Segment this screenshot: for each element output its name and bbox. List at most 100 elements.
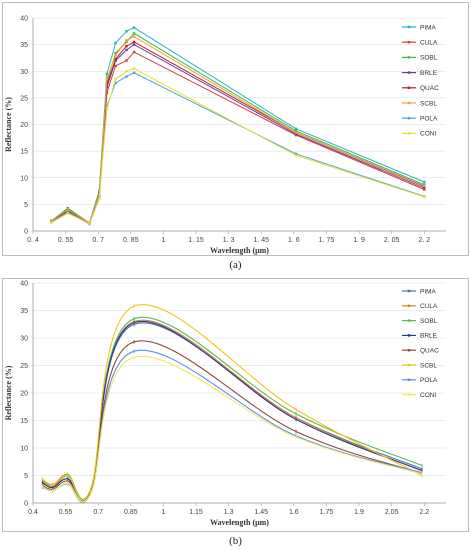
legend-marker — [407, 86, 411, 89]
x-tick-label: 0.7 — [93, 509, 103, 516]
series-scbl — [50, 35, 426, 225]
data-point — [125, 45, 128, 48]
x-tick-label: 0. 85 — [123, 237, 139, 244]
legend-label: PIMA — [420, 24, 437, 31]
y-tick-label: 40 — [20, 16, 28, 23]
legend-marker — [407, 378, 411, 381]
chart-a: 0 5 10 15 20 25 30 35 40 0. 4 0. 55 0. 7 0. 85 1 1. 15… — [4, 16, 446, 255]
series-coni — [50, 67, 426, 225]
legend-marker — [407, 304, 411, 307]
data-point — [423, 186, 426, 190]
series-pima — [41, 322, 423, 503]
data-point — [105, 107, 109, 110]
series-line — [51, 27, 425, 224]
x-tick-label: 1. 9 — [353, 237, 365, 244]
legend-label: POLA — [420, 116, 438, 123]
legend-label: BRLE — [420, 333, 438, 340]
y-tick-label: 25 — [20, 95, 28, 102]
y-tick-label: 5 — [24, 473, 28, 480]
x-tick-label: 1. 15 — [188, 237, 204, 244]
data-point — [105, 78, 109, 81]
data-point — [114, 51, 117, 55]
x-axis-title: Wavelength (μm) — [210, 246, 269, 255]
caption-b: (b) — [229, 535, 242, 547]
x-axis-title: Wavelength (μm) — [210, 518, 269, 527]
series-line — [51, 36, 425, 224]
series-line — [42, 320, 423, 502]
legend-label: SOBL — [420, 318, 438, 325]
series-line — [41, 303, 423, 501]
data-point — [114, 81, 117, 85]
x-tick-label: 1.15 — [189, 509, 203, 516]
y-tick-label: 15 — [20, 149, 28, 156]
series-line — [42, 355, 423, 503]
data-point — [114, 41, 117, 45]
y-tick-label: 15 — [20, 418, 28, 425]
legend-marker — [407, 393, 411, 396]
legend-marker — [407, 101, 411, 105]
series-brle — [50, 43, 426, 225]
x-tick-label: 2.2 — [419, 509, 429, 516]
chart-panel-a: 0 5 10 15 20 25 30 35 40 0. 4 0. 55 0. 7 0. 85 1 1. 15… — [2, 2, 469, 271]
x-tick-label: 1.6 — [289, 509, 299, 516]
y-tick-label: 30 — [20, 69, 28, 76]
chart-frame-a — [2, 2, 469, 256]
data-point — [125, 39, 128, 42]
data-point — [132, 26, 136, 29]
x-tick-label: 1.45 — [254, 509, 268, 516]
data-point — [125, 40, 128, 44]
legend-marker — [407, 41, 411, 44]
data-point — [294, 154, 298, 157]
series-line — [51, 32, 425, 224]
y-tick-label: 25 — [20, 363, 28, 370]
series-pima — [50, 26, 426, 225]
data-point — [423, 184, 426, 187]
legend-label: PIMA — [420, 288, 437, 295]
x-tick-label: 0. 4 — [27, 237, 39, 244]
series-sobl — [50, 32, 426, 225]
x-tick-label: 0. 55 — [58, 237, 74, 244]
data-point — [125, 48, 128, 52]
legend-marker — [407, 289, 411, 293]
data-point — [98, 197, 101, 201]
x-tick-label: 1. 3 — [223, 237, 235, 244]
legend-label: BRLE — [420, 70, 438, 77]
legend-label: SCBL — [420, 362, 437, 369]
series-line — [51, 41, 425, 224]
y-tick-label: 10 — [20, 446, 28, 453]
x-tick-label: 1. 45 — [253, 237, 269, 244]
x-tick-label: 0.85 — [124, 509, 138, 516]
data-point — [132, 32, 136, 35]
data-point — [294, 152, 298, 155]
data-point — [132, 43, 136, 46]
x-tick-label: 0.4 — [28, 509, 38, 516]
y-tick-label: 35 — [20, 308, 28, 315]
x-tick-label: 0. 7 — [92, 237, 104, 244]
y-tick-label: 40 — [20, 281, 28, 288]
x-tick-label: 1.75 — [320, 509, 334, 516]
legend-marker — [407, 349, 411, 352]
y-tick-label: 30 — [20, 336, 28, 343]
data-point — [50, 221, 53, 224]
data-point — [114, 78, 117, 81]
data-point — [132, 67, 136, 70]
series-cula — [41, 319, 423, 501]
legend-marker — [407, 319, 411, 322]
x-tick-label: 1.3 — [224, 509, 234, 516]
y-tick-label: 35 — [20, 42, 28, 49]
legend-marker — [407, 25, 411, 29]
y-tick-label: 20 — [20, 391, 28, 398]
series-scbl — [41, 303, 423, 501]
legend-marker — [407, 132, 411, 135]
legend-label: CONI — [420, 392, 436, 399]
data-point — [294, 127, 298, 130]
data-point — [66, 208, 69, 211]
x-tick-label: 1.9 — [354, 509, 364, 516]
y-tick-label: 5 — [24, 202, 28, 209]
caption-a: (a) — [229, 259, 242, 271]
legend-marker — [407, 334, 411, 337]
x-tick-label: 1 — [161, 237, 165, 244]
data-point — [66, 212, 69, 215]
legend-marker — [407, 71, 411, 74]
legend-label: SOBL — [420, 55, 438, 62]
